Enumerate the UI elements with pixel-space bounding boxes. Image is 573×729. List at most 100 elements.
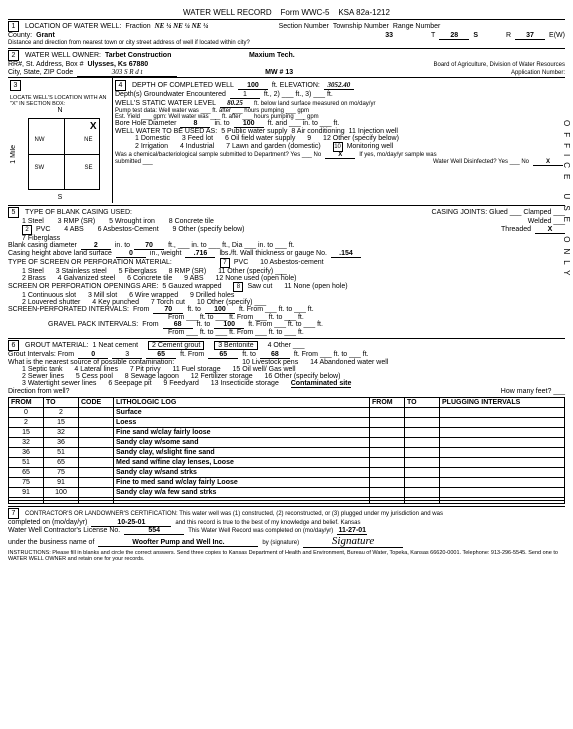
s-2: 3 Stainless steel <box>56 268 107 275</box>
gt1: 100 <box>214 321 244 329</box>
log-cell <box>405 418 440 428</box>
o-7: 4 Key punched <box>92 299 139 306</box>
page: OFFICE USE ONLY WATER WELL RECORD Form W… <box>0 0 573 570</box>
bore-value: 8 <box>180 120 210 128</box>
g-2: 2 Cement grout <box>148 341 204 350</box>
gw-label: Depth(s) Groundwater Encountered <box>115 91 226 98</box>
zip-value: 303 S R d t <box>77 68 177 77</box>
diam-label: Blank casing diameter <box>8 242 77 249</box>
log-h4: LITHOLOGIC LOG <box>114 398 370 408</box>
log-cell <box>405 468 440 478</box>
log-cell: 75 <box>9 478 44 488</box>
in-weight: in., weight <box>150 250 182 257</box>
range-dir: E(W) <box>549 32 565 39</box>
log-cell <box>440 418 565 428</box>
section-number: 4 <box>115 80 126 91</box>
grout-int: Grout Intervals: From <box>8 351 74 358</box>
log-row <box>9 501 565 504</box>
log-cell: 91 <box>44 478 79 488</box>
open-title: SCREEN OR PERFORATION OPENINGS ARE: <box>8 283 158 290</box>
form-title: WATER WELL RECORD <box>183 8 272 17</box>
log-cell: 2 <box>44 408 79 418</box>
range-r: R <box>506 32 511 39</box>
log-cell: Sandy clay w/some sand <box>114 438 370 448</box>
pvc-screen-check[interactable]: 7 <box>220 258 230 268</box>
ft2-label: ft., 2) ___ ft., 3) ___ ft. <box>264 91 333 98</box>
ft-and: ft. and ___ in. to ___ ft. <box>268 120 340 127</box>
log-cell <box>370 501 405 504</box>
se-label: SE <box>84 165 92 171</box>
c-7: 6 Asbestos-Cement <box>98 226 159 233</box>
section-number: 7 <box>8 508 19 519</box>
g-1: 1 Neat cement <box>93 342 139 349</box>
casing-title: TYPE OF BLANK CASING USED: <box>25 209 132 216</box>
log-cell <box>405 438 440 448</box>
diam-to-value: 70 <box>134 242 164 250</box>
driller-name: Maxium Tech. <box>249 52 295 59</box>
bore-to-value: 100 <box>234 120 264 128</box>
s-10: 9 ABS <box>184 275 203 282</box>
comp-date: 10-25-01 <box>91 519 171 527</box>
lithologic-log-table: FROM TO CODE LITHOLOGIC LOG FROM TO PLUG… <box>8 397 565 504</box>
use-9: 7 Lawn and garden (domestic) <box>226 143 321 150</box>
form-ksa: KSA 82a-1212 <box>338 8 390 17</box>
depth-label: DEPTH OF COMPLETED WELL <box>132 82 234 89</box>
log-cell <box>79 458 114 468</box>
signature: Signature <box>303 535 403 548</box>
location-label: LOCATION OF WATER WELL: <box>25 23 121 30</box>
diam-value: 2 <box>81 242 111 250</box>
log-cell: 36 <box>9 448 44 458</box>
co-6: 2 Sewer lines <box>22 373 64 380</box>
use-4: 6 Oil field water supply <box>225 135 295 142</box>
log-cell <box>370 478 405 488</box>
log-row: 6575Sandy clay w/sand strks <box>9 468 565 478</box>
s-9: 6 Concrete tile <box>127 275 172 282</box>
use-label: WELL WATER TO BE USED AS: <box>115 128 217 135</box>
s-6: 10 Asbestos-cement <box>260 259 323 266</box>
sig-label: by (signature) <box>262 540 299 546</box>
joints-label: CASING JOINTS: Glued ___ Clamped ___ <box>432 209 565 216</box>
sawcut-check[interactable]: 8 <box>233 282 243 292</box>
gfrom3: From ___ ft. to ___ ft. From ___ ft. to … <box>168 329 304 336</box>
co-4: 10 Livestock pens <box>242 359 298 366</box>
log-cell <box>370 408 405 418</box>
gf: 0 <box>78 351 108 359</box>
addr-label: RR#, St. Address, Box # <box>8 61 83 68</box>
section-number: 5 <box>8 207 19 218</box>
log-cell <box>79 501 114 504</box>
c-9: 7 Fiberglass <box>22 235 60 242</box>
log-cell <box>405 458 440 468</box>
log-cell: 75 <box>44 468 79 478</box>
biz-label: under the business name of <box>8 539 94 546</box>
mile-label: 1 Mile <box>10 145 17 164</box>
o-4t: Saw cut <box>247 283 272 290</box>
log-cell <box>79 408 114 418</box>
log-h3: CODE <box>79 398 114 408</box>
owner-name: Tarbet Construction <box>105 52 245 59</box>
from3: From ___ ft. to ___ ft. From ___ ft. to … <box>168 314 304 321</box>
pvc-check[interactable]: 2 <box>22 225 32 235</box>
o-10: 9 Drilled holes <box>190 292 234 299</box>
log-cell <box>79 418 114 428</box>
section-5: 5 TYPE OF BLANK CASING USED: CASING JOIN… <box>8 205 565 336</box>
log-row: 1532Fine sand w/clay fairly loose <box>9 428 565 438</box>
log-h1: FROM <box>9 398 44 408</box>
gw-value: 1 <box>230 91 260 99</box>
section-1: 1 LOCATION OF WATER WELL: Fraction NE ¼ … <box>8 19 565 46</box>
log-cell: Sandy clay w/a few sand strks <box>114 488 370 498</box>
static-value: 80.25 <box>220 99 250 108</box>
c-6: 4 ABS <box>64 226 83 233</box>
log-cell: 2 <box>9 418 44 428</box>
use-10-check[interactable]: 10 <box>333 142 343 152</box>
office-use-only: OFFICE USE ONLY <box>562 120 571 281</box>
section-value: 33 <box>385 32 393 39</box>
log-cell: Med sand w/fine clay lenses, Loose <box>114 458 370 468</box>
section-grid[interactable]: NW NE SW SE X <box>28 118 100 190</box>
threaded-x: X <box>535 226 565 234</box>
log-row: 3651Sandy clay, w/slight fine sand <box>9 448 565 458</box>
log-h5: FROM <box>370 398 405 408</box>
o-9: 7 Torch cut <box>151 299 185 306</box>
log-cell <box>405 428 440 438</box>
g-3: 3 Bentonite <box>214 341 257 350</box>
height-value: 0 <box>116 250 146 258</box>
